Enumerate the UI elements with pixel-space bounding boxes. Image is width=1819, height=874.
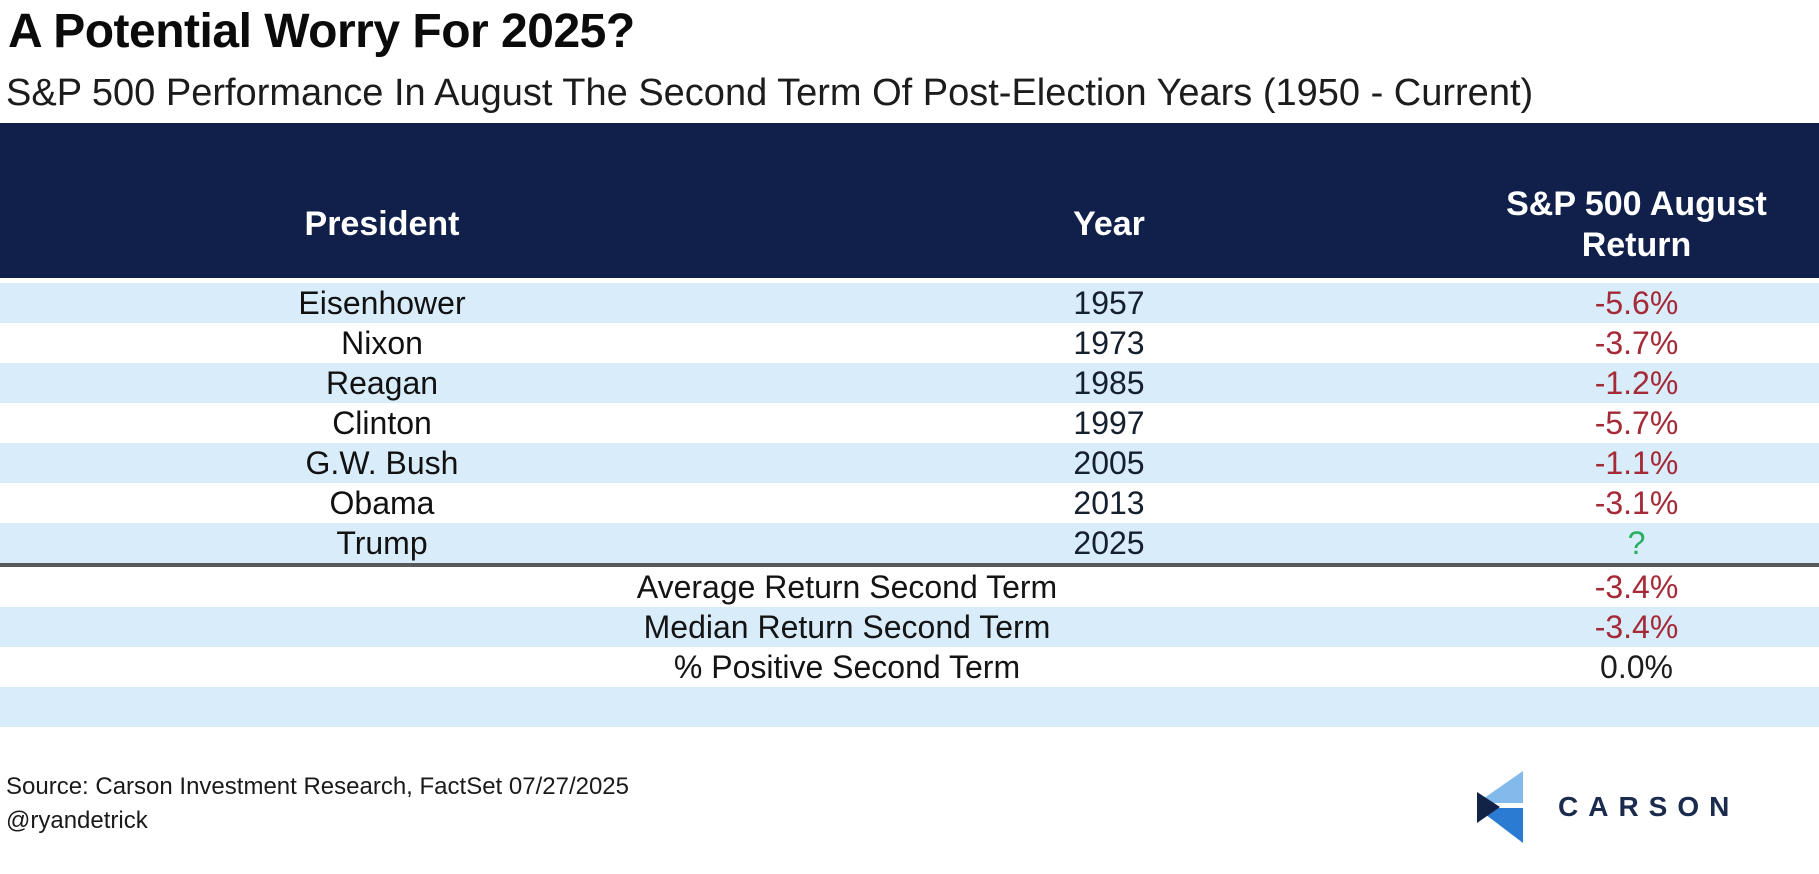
- source-handle: @ryandetrick: [6, 807, 148, 834]
- carson-logo: CARSON: [1477, 771, 1739, 843]
- table-row: Obama 2013 -3.1%: [0, 483, 1819, 523]
- table-row: Reagan 1985 -1.2%: [0, 363, 1819, 403]
- summary-value: -3.4%: [1594, 608, 1679, 645]
- column-header-return: S&P 500 August Return: [1454, 184, 1819, 264]
- year-cell: 2025: [1073, 524, 1145, 561]
- source-line: Source: Carson Investment Research, Fact…: [6, 773, 630, 800]
- year-cell: 1985: [1073, 364, 1145, 401]
- table-row: Nixon 1973 -3.7%: [0, 323, 1819, 363]
- column-header-president: President: [304, 205, 460, 244]
- year-cell: 2013: [1073, 484, 1145, 521]
- summary-label: Median Return Second Term: [643, 608, 1051, 645]
- summary-row: Median Return Second Term -3.4%: [0, 607, 1819, 647]
- page-title: A Potential Worry For 2025?: [8, 5, 635, 58]
- return-cell: -3.7%: [1594, 324, 1679, 361]
- table-header-row: President Year S&P 500 August Return: [0, 123, 1819, 283]
- president-cell: G.W. Bush: [305, 444, 459, 481]
- president-cell: Clinton: [332, 404, 432, 441]
- president-cell: Reagan: [325, 364, 439, 401]
- column-header-year: Year: [1073, 205, 1145, 244]
- year-cell: 1957: [1073, 284, 1145, 321]
- carson-logo-icon: [1477, 771, 1523, 843]
- page-subtitle: S&P 500 Performance In August The Second…: [6, 72, 1534, 114]
- year-cell: 2005: [1073, 444, 1145, 481]
- table-row: Eisenhower 1957 -5.6%: [0, 283, 1819, 323]
- return-cell: -5.7%: [1594, 404, 1679, 441]
- summary-divider: [0, 563, 1819, 567]
- president-cell: Obama: [329, 484, 435, 521]
- president-cell: Nixon: [341, 324, 423, 361]
- summary-value: 0.0%: [1600, 648, 1673, 685]
- return-cell: ?: [1627, 524, 1646, 561]
- year-cell: 1973: [1073, 324, 1145, 361]
- carson-wordmark: CARSON: [1558, 791, 1740, 822]
- table-row: Clinton 1997 -5.7%: [0, 403, 1819, 443]
- summary-row: % Positive Second Term 0.0%: [0, 647, 1819, 687]
- returns-table: President Year S&P 500 August Return Eis…: [0, 123, 1819, 727]
- empty-row: [0, 687, 1819, 727]
- year-cell: 1997: [1073, 404, 1145, 441]
- source-note: Source: Carson Investment Research, Fact…: [6, 770, 629, 838]
- return-cell: -1.2%: [1594, 364, 1679, 401]
- summary-label: % Positive Second Term: [673, 648, 1021, 685]
- return-cell: -1.1%: [1594, 444, 1679, 481]
- column-header-return-label: S&P 500 August Return: [1506, 185, 1767, 264]
- table-row: G.W. Bush 2005 -1.1%: [0, 443, 1819, 483]
- president-cell: Eisenhower: [298, 284, 466, 321]
- summary-row: Average Return Second Term -3.4%: [0, 567, 1819, 607]
- return-cell: -3.1%: [1594, 484, 1679, 521]
- return-cell: -5.6%: [1594, 284, 1679, 321]
- summary-value: -3.4%: [1594, 568, 1679, 605]
- summary-label: Average Return Second Term: [636, 568, 1058, 605]
- table-row: Trump 2025 ?: [0, 523, 1819, 563]
- president-cell: Trump: [336, 524, 428, 561]
